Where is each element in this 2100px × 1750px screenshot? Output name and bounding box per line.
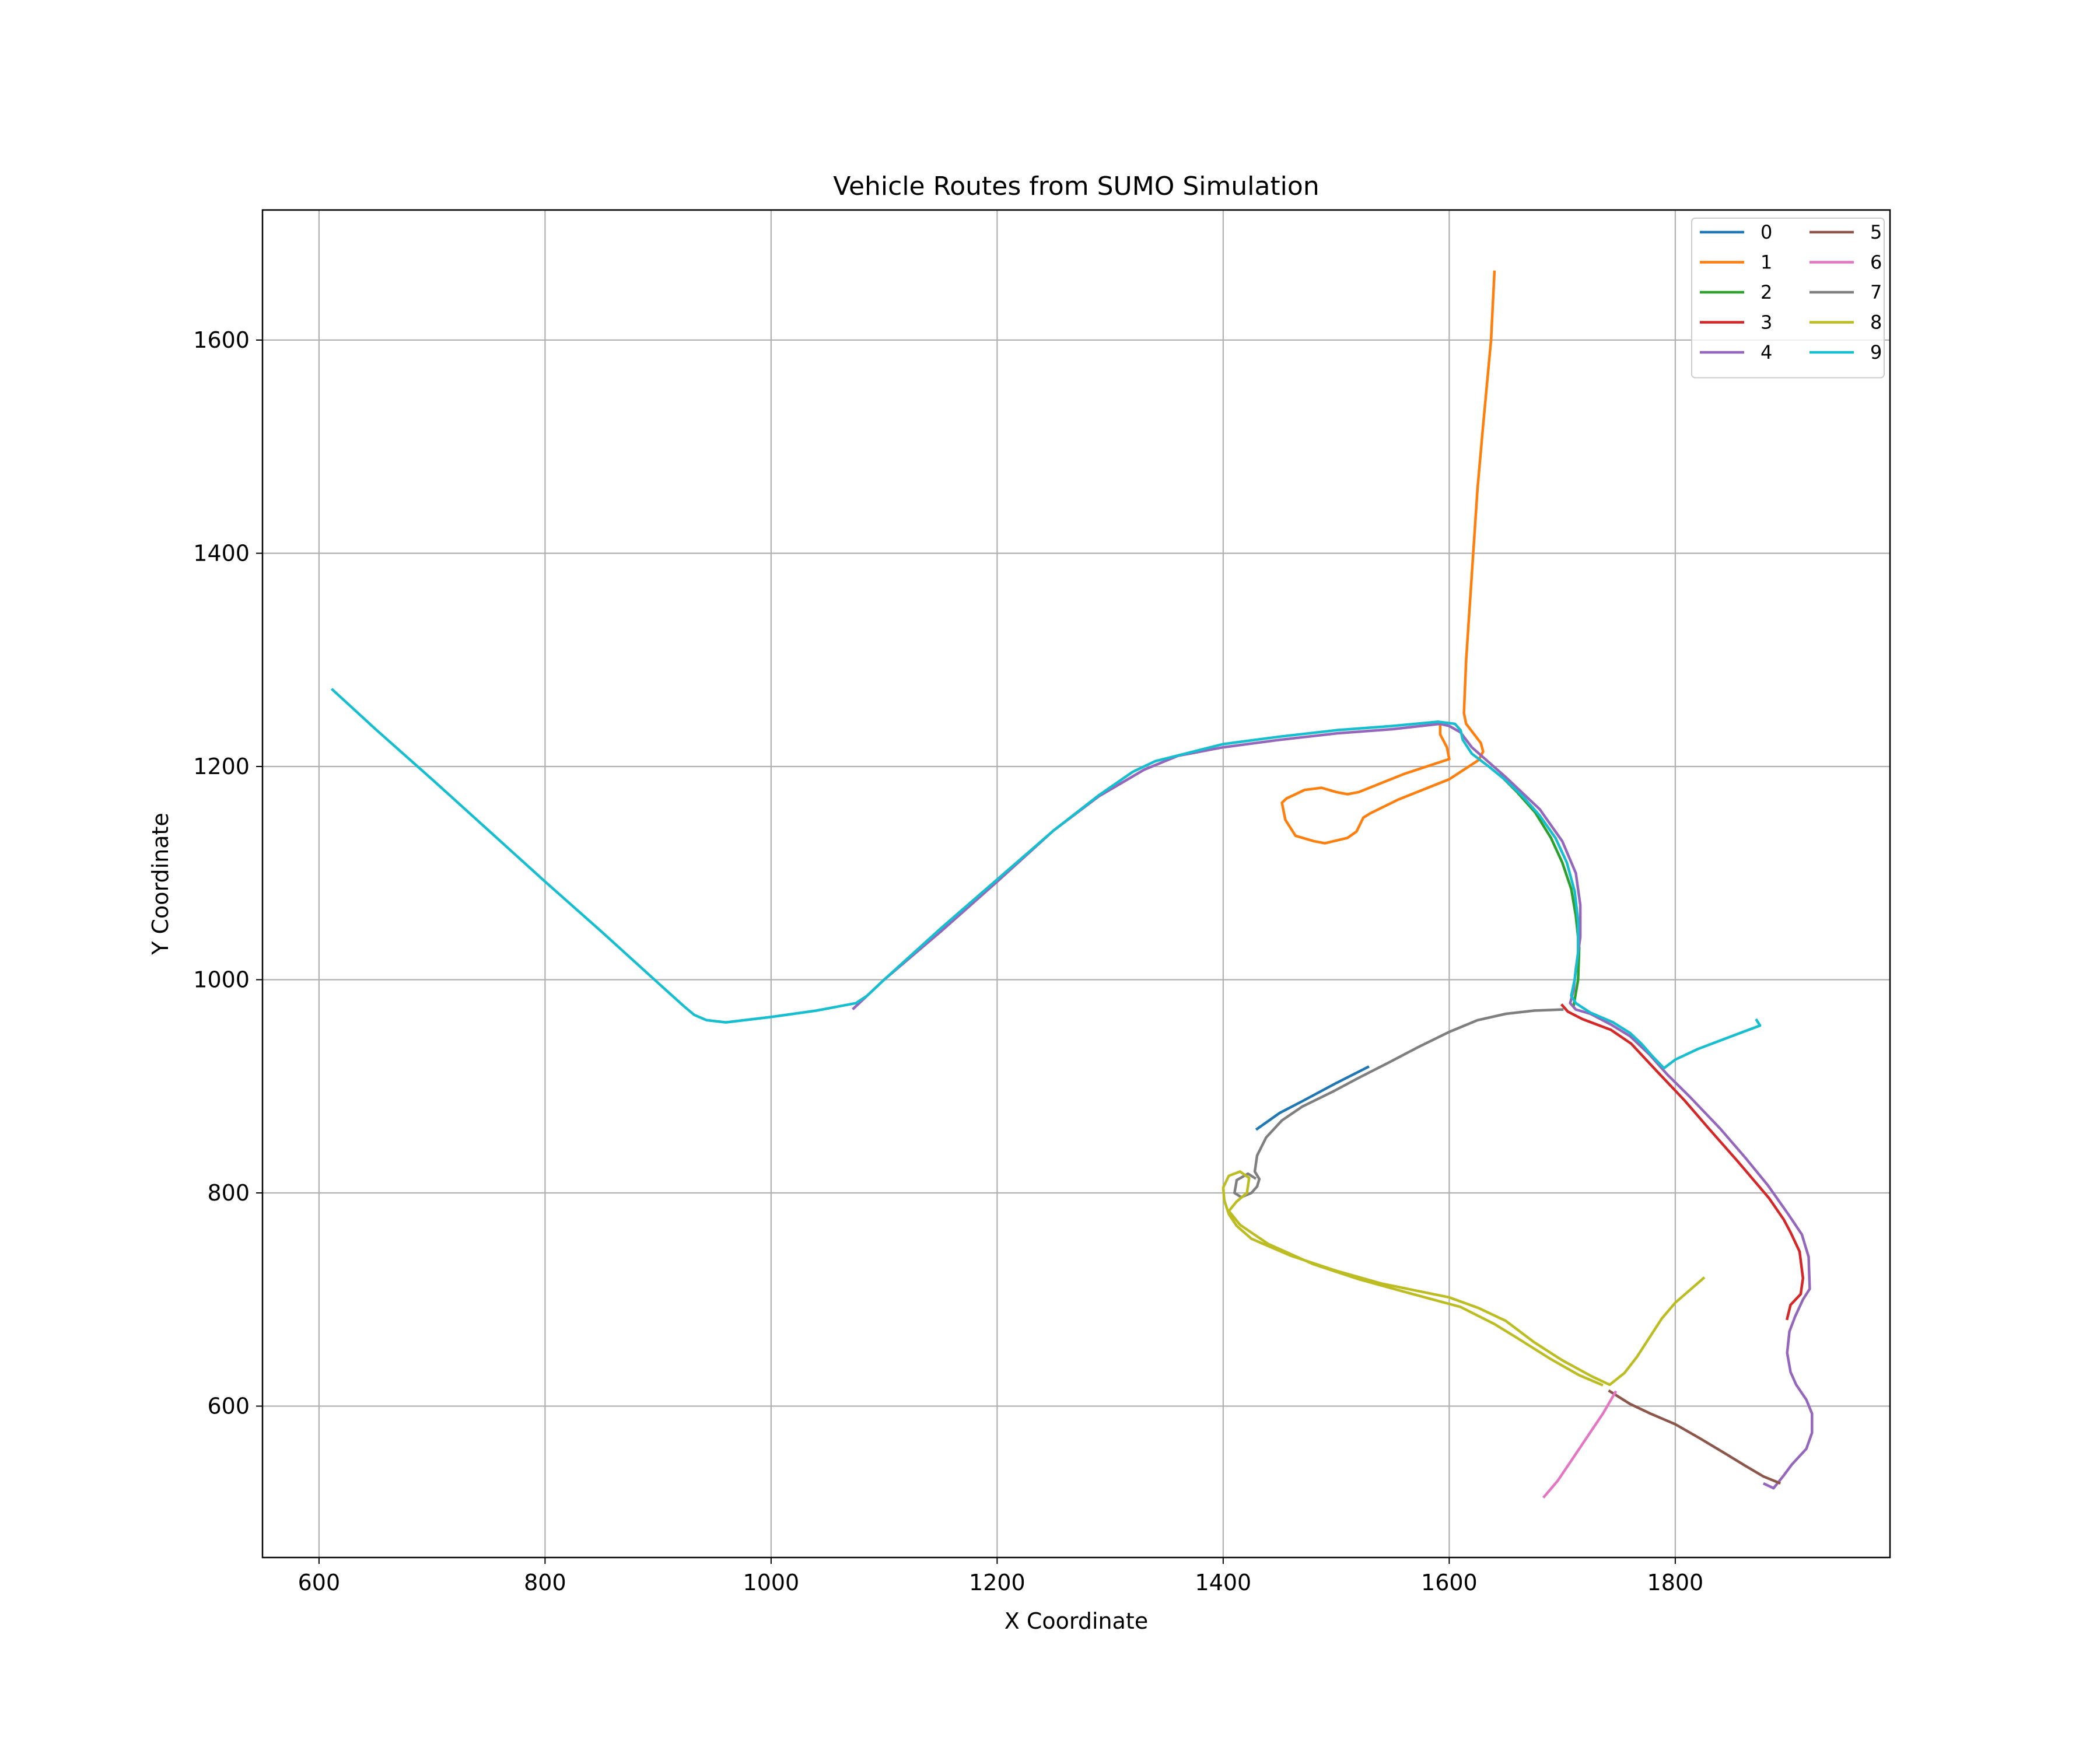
legend-label-0: 0 (1760, 221, 1772, 243)
y-tick-label: 600 (207, 1393, 250, 1419)
legend-label-8: 8 (1870, 312, 1882, 334)
x-axis-label: X Coordinate (1005, 1608, 1148, 1634)
grid (262, 210, 1890, 1558)
axis-ticks: 600 800 1000 1200 1400 1600 1800 600 800 1000 1200… (193, 327, 1703, 1595)
legend-label-1: 1 (1760, 251, 1772, 274)
chart-title: Vehicle Routes from SUMO Simulation (833, 172, 1319, 201)
route-line-1 (1280, 270, 1496, 845)
y-tick-label: 800 (207, 1180, 250, 1206)
route-line-9 (330, 688, 1762, 1070)
legend: 0 1 2 3 4 5 6 7 8 9 (1691, 218, 1885, 379)
route-line-5 (1608, 1389, 1782, 1485)
y-tick-label: 1200 (193, 754, 250, 779)
x-tick-label: 1400 (1195, 1570, 1252, 1595)
route-line-0 (1255, 1065, 1370, 1131)
x-tick-label: 600 (298, 1570, 341, 1595)
route-line-2 (1498, 773, 1581, 1008)
route-line-8 (1222, 1170, 1706, 1387)
x-tick-label: 1800 (1647, 1570, 1704, 1595)
legend-label-2: 2 (1760, 281, 1772, 303)
route-line-7 (1233, 1008, 1564, 1199)
x-tick-label: 800 (524, 1570, 566, 1595)
route-line-4 (852, 722, 1814, 1490)
y-tick-label: 1000 (193, 967, 250, 992)
route-line-6 (1542, 1390, 1618, 1499)
plot-frame (261, 209, 1891, 1559)
x-tick-label: 1600 (1421, 1570, 1478, 1595)
x-tick-label: 1200 (969, 1570, 1026, 1595)
legend-label-3: 3 (1760, 312, 1772, 334)
legend-label-9: 9 (1870, 341, 1882, 363)
y-axis-label: Y Coordinate (148, 813, 173, 956)
legend-label-4: 4 (1760, 341, 1772, 363)
route-line-3 (1560, 1003, 1805, 1321)
legend-label-7: 7 (1870, 281, 1882, 303)
legend-label-5: 5 (1870, 221, 1882, 243)
legend-label-6: 6 (1870, 251, 1882, 274)
y-tick-label: 1400 (193, 540, 250, 566)
legend-box (1691, 218, 1885, 379)
x-tick-label: 1000 (743, 1570, 800, 1595)
plot-lines (330, 270, 1814, 1499)
y-tick-label: 1600 (193, 327, 250, 353)
